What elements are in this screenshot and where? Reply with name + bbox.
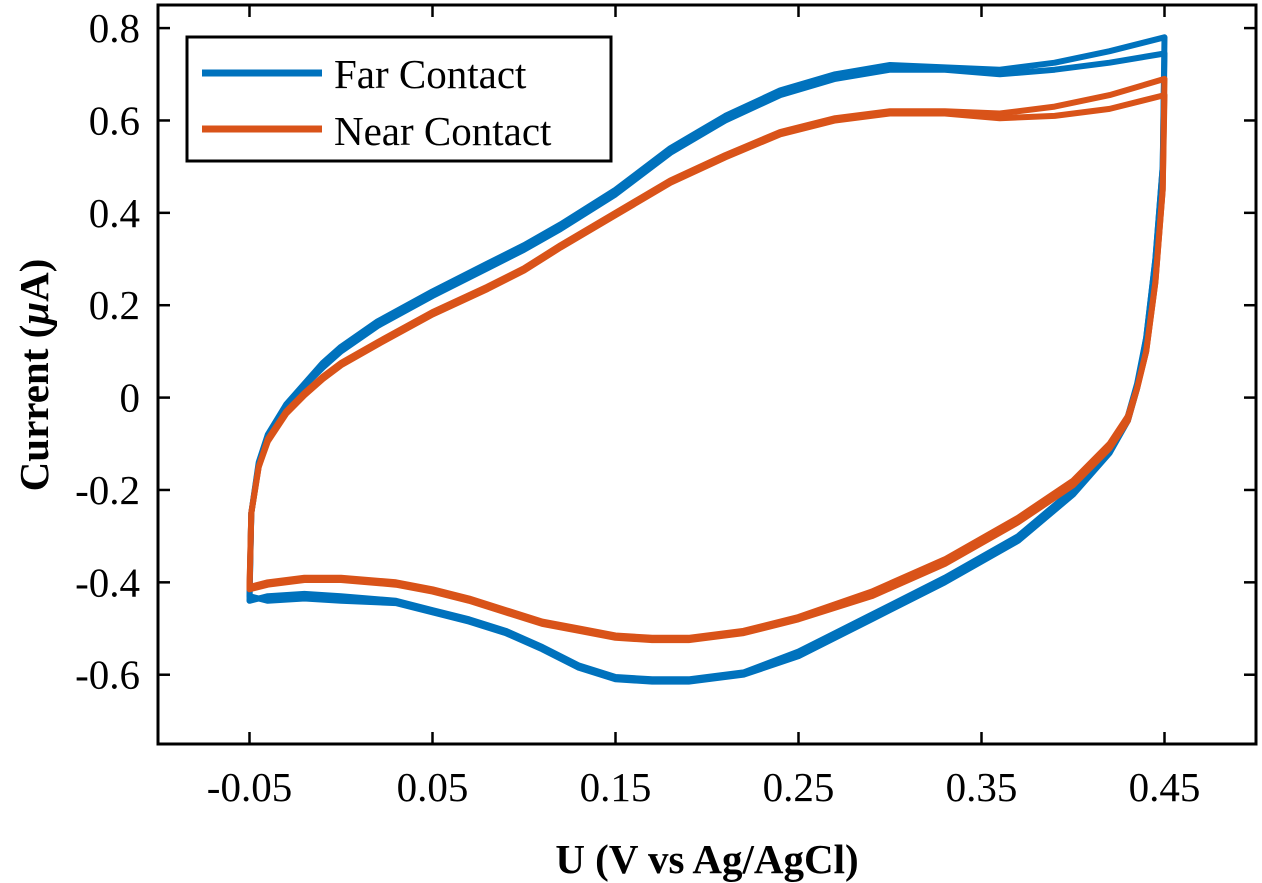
x-tick-label: 0.25 bbox=[763, 764, 835, 810]
x-axis-title: U (V vs Ag/AgCl) bbox=[555, 836, 858, 882]
y-tick-label: -0.2 bbox=[75, 467, 140, 513]
y-tick-label: 0.6 bbox=[89, 97, 140, 143]
y-tick-label: 0 bbox=[120, 375, 141, 421]
series-layer bbox=[246, 34, 1168, 685]
y-tick-label: -0.4 bbox=[75, 559, 140, 605]
series-line-near-contact-cycle-2 bbox=[246, 92, 1168, 644]
y-tick-label: 0.8 bbox=[89, 5, 140, 51]
legend-box bbox=[185, 35, 613, 163]
y-axis-title-prefix: Current ( bbox=[11, 325, 57, 492]
x-tick-label: 0.45 bbox=[1129, 764, 1201, 810]
x-tick-label: 0.15 bbox=[580, 764, 652, 810]
x-tick-label: -0.05 bbox=[207, 764, 292, 810]
x-tick-label: 0.05 bbox=[397, 764, 469, 810]
y-tick-label: -0.6 bbox=[75, 652, 140, 698]
legend: Far Contact Near Contact bbox=[185, 35, 613, 163]
y-tick-label: 0.2 bbox=[89, 282, 140, 328]
legend-label-near-contact: Near Contact bbox=[334, 108, 552, 154]
y-tick-label: 0.4 bbox=[89, 190, 140, 236]
tick-layer: -0.05 0.05 0.15 0.25 0.35 0.45 -0.6 -0.4 -0.2 0 0.… bbox=[75, 5, 1256, 810]
y-axis-title-mu: μ bbox=[11, 302, 57, 327]
plot-frame bbox=[156, 3, 1258, 746]
x-tick-label: 0.35 bbox=[946, 764, 1018, 810]
y-axis-title-suffix: A) bbox=[11, 259, 57, 302]
y-axis-title: Current (μA) bbox=[11, 259, 57, 492]
legend-label-far-contact: Far Contact bbox=[334, 51, 527, 97]
